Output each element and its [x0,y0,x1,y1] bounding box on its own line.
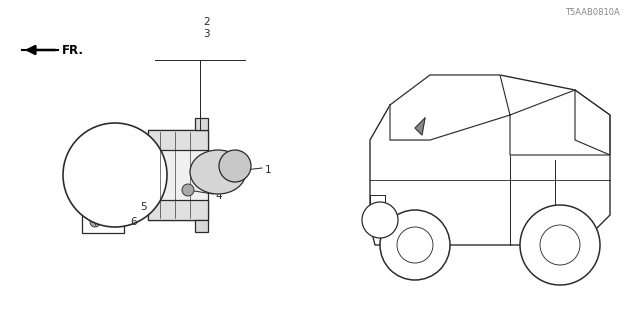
Circle shape [89,201,101,213]
Circle shape [362,202,398,238]
Circle shape [90,217,100,227]
Text: 5: 5 [140,202,147,212]
Polygon shape [415,118,425,135]
Text: 4: 4 [215,191,221,201]
Ellipse shape [190,150,246,194]
Text: 2: 2 [203,17,210,27]
Text: 3: 3 [203,29,210,39]
Circle shape [520,205,600,285]
Bar [82,195,124,233]
Polygon shape [575,90,610,155]
Text: 1: 1 [265,165,271,175]
Circle shape [182,184,194,196]
Circle shape [63,123,167,227]
Text: FR.: FR. [62,44,84,57]
Text: 6: 6 [130,217,136,227]
Polygon shape [390,75,510,140]
Polygon shape [148,200,208,220]
Circle shape [219,150,251,182]
Polygon shape [510,90,610,155]
Polygon shape [195,118,208,130]
Polygon shape [148,130,208,150]
Bar [148,130,208,220]
Circle shape [380,210,450,280]
Text: T5AAB0810A: T5AAB0810A [565,8,620,17]
Polygon shape [195,220,208,232]
